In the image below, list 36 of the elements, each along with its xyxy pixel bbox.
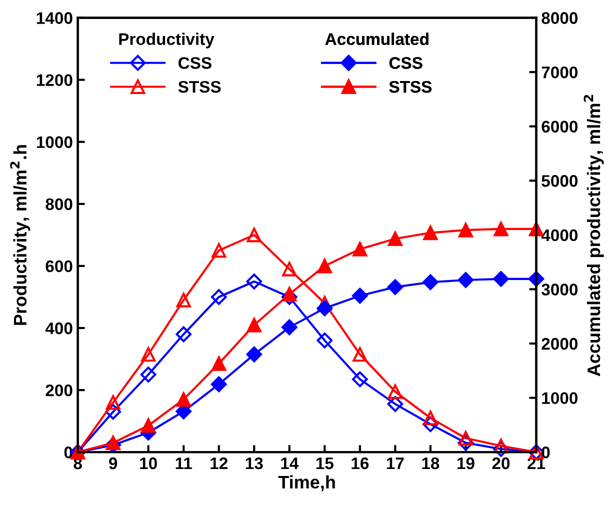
- y-tick-label: 1400: [36, 12, 72, 24]
- y2-tick-label: 8000: [542, 12, 578, 24]
- annotation: Accumulated: [325, 32, 428, 46]
- x-tick-label: 9: [109, 457, 118, 470]
- x-tick-label: 11: [176, 458, 192, 470]
- x-axis-title: Time,h: [278, 475, 335, 492]
- y-axis-title: Productivity, ml/m$^{2}$.h: [10, 145, 30, 325]
- y2-axis-title: Accumulated productivity, ml/m$^{2}$: [584, 94, 604, 376]
- x-tick-label: 15: [316, 458, 334, 470]
- y2-tick-label: 5000: [542, 175, 578, 187]
- x-tick-label: 20: [492, 457, 510, 470]
- annotation: Productivity: [119, 32, 214, 48]
- x-tick-label: 16: [352, 457, 369, 470]
- x-tick-label: 17: [386, 458, 404, 470]
- y-tick-label: 600: [46, 260, 72, 272]
- y2-tick-label: 6000: [542, 120, 578, 133]
- legend-label: STSS: [178, 80, 221, 93]
- x-tick-label: 10: [140, 457, 157, 470]
- y2-tick-label: 2000: [542, 338, 578, 350]
- y-tick-label: 200: [46, 384, 72, 396]
- x-tick-label: 18: [422, 457, 440, 470]
- y2-tick-label: 3000: [542, 284, 578, 296]
- y-tick-label: 1000: [36, 136, 72, 148]
- y-tick-label: 1200: [36, 74, 72, 86]
- x-tick-label: 19: [458, 457, 474, 470]
- y-tick-label: 800: [46, 198, 72, 210]
- legend-label: CSS: [178, 57, 212, 69]
- y2-tick-label: 4000: [541, 229, 578, 242]
- x-tick-label: 12: [210, 457, 228, 470]
- y-tick-label: 400: [45, 322, 72, 334]
- y2-tick-label: 7000: [542, 66, 578, 78]
- legend-label: CSS: [389, 57, 422, 69]
- legend-label: STSS: [389, 80, 432, 93]
- x-tick-label: 13: [246, 457, 263, 470]
- x-tick-label: 14: [281, 458, 299, 470]
- y2-tick-label: 1000: [542, 392, 578, 404]
